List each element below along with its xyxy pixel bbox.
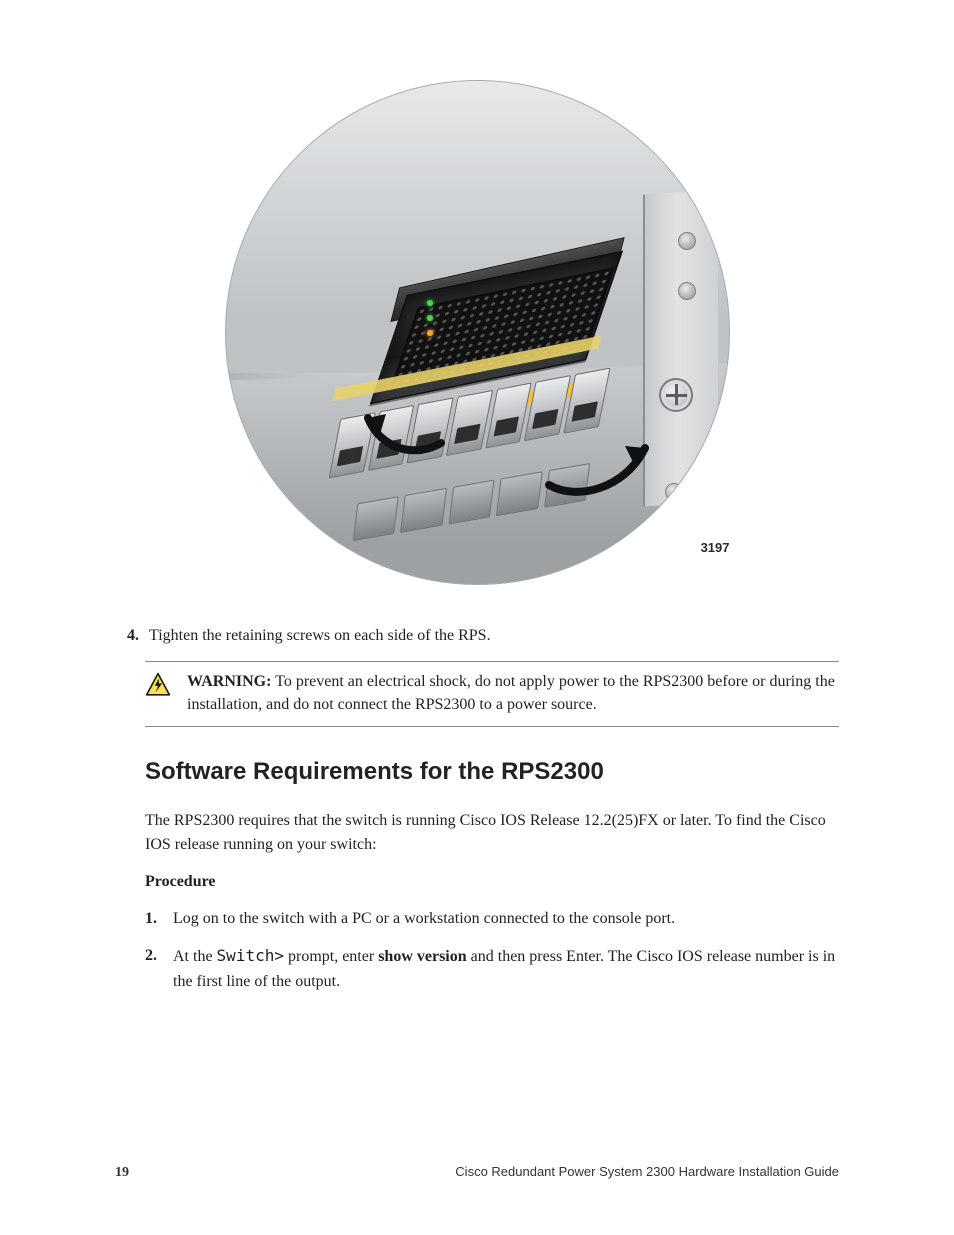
dc-led-icon <box>427 315 433 321</box>
cli-command: show version <box>378 948 466 965</box>
ac-led-icon <box>427 300 433 306</box>
warning-lead: WARNING: <box>187 673 271 690</box>
procedure-list: Log on to the switch with a PC or a work… <box>145 907 839 994</box>
figure-number: 3197 <box>701 540 730 555</box>
figure-wrap: 3197 <box>225 80 730 585</box>
electric-shock-warning-icon <box>145 672 171 698</box>
step-4-text: Tighten the retaining screws on each sid… <box>149 627 491 644</box>
step-4-number: 4. <box>127 627 139 644</box>
section-intro: The RPS2300 requires that the switch is … <box>145 809 839 859</box>
procedure-step-1: Log on to the switch with a PC or a work… <box>145 907 839 932</box>
procedure-lead: Procedure <box>145 870 839 895</box>
page-footer: 19 Cisco Redundant Power System 2300 Har… <box>115 1164 839 1181</box>
warning-callout: WARNING: To prevent an electrical shock,… <box>145 661 839 727</box>
cli-prompt: Switch> <box>217 946 284 965</box>
step-4-line: 4. Tighten the retaining screws on each s… <box>127 627 839 645</box>
fault-led-icon <box>427 330 433 336</box>
figure-area: 3197 <box>115 80 839 585</box>
rps-install-figure <box>225 80 730 585</box>
ear-hole-icon <box>678 282 696 300</box>
procedure-step-2: At the Switch> prompt, enter show versio… <box>145 944 839 995</box>
page-root: 3197 4. Tighten the retaining screws on e… <box>0 0 954 1235</box>
warning-text: WARNING: To prevent an electrical shock,… <box>187 670 839 716</box>
thumbscrew-icon <box>659 378 693 412</box>
footer-book-title: Cisco Redundant Power System 2300 Hardwa… <box>455 1164 839 1179</box>
section-heading: Software Requirements for the RPS2300 <box>145 753 839 790</box>
body-text-block: WARNING: To prevent an electrical shock,… <box>145 655 839 1006</box>
warning-body: To prevent an electrical shock, do not a… <box>187 673 835 713</box>
ear-hole-icon <box>678 232 696 250</box>
footer-page-number: 19 <box>115 1165 129 1181</box>
